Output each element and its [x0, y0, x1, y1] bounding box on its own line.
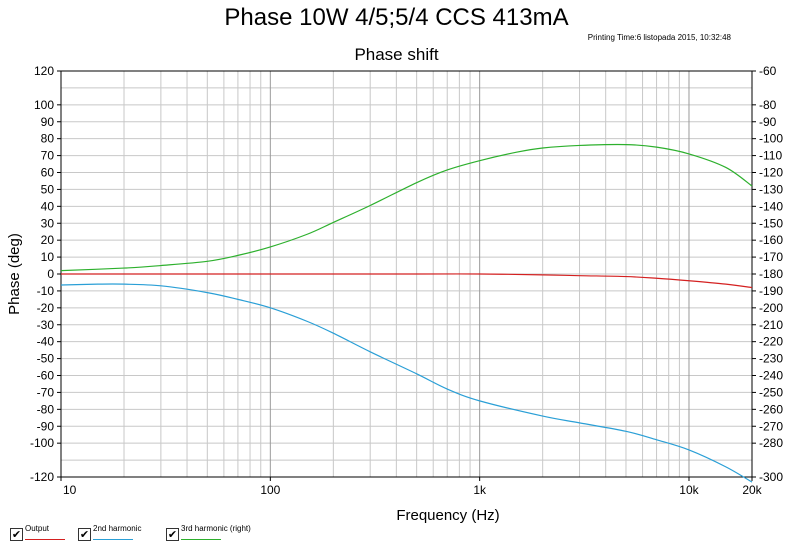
- right-tick-label: -120: [759, 166, 783, 180]
- right-tick-label: -250: [759, 385, 783, 399]
- checkbox-3rd-harmonic[interactable]: ✔: [166, 528, 179, 541]
- left-tick-label: 120: [34, 64, 54, 78]
- right-tick-label: -280: [759, 436, 783, 450]
- right-tick-label: -110: [759, 149, 782, 163]
- x-tick-label: 10k: [679, 483, 699, 497]
- printing-time: Printing Time:6 listopada 2015, 10:32:48: [587, 33, 731, 42]
- legend-swatch-3rd-harmonic: [181, 539, 221, 540]
- chart-title: Phase shift: [354, 45, 439, 64]
- right-tick-label: -230: [759, 352, 783, 366]
- right-tick-label: -180: [759, 267, 783, 281]
- left-tick-label: -30: [37, 318, 55, 332]
- right-tick-label: -270: [759, 419, 783, 433]
- series-layer: [60, 143, 753, 483]
- right-tick-label: -210: [759, 318, 783, 332]
- checkbox-output[interactable]: ✔: [10, 528, 23, 541]
- x-tick-label: 100: [260, 483, 280, 497]
- right-tick-label: -90: [759, 115, 777, 129]
- tick-labels: 1201009080706050403020100-10-20-30-40-50…: [30, 64, 783, 497]
- legend-swatch-output: [25, 539, 65, 540]
- x-axis-label: Frequency (Hz): [396, 507, 499, 524]
- left-tick-label: -80: [37, 402, 55, 416]
- left-tick-label: 70: [41, 149, 55, 163]
- left-tick-label: 60: [41, 166, 55, 180]
- left-tick-label: 100: [34, 98, 54, 112]
- left-tick-label: 0: [47, 267, 54, 281]
- left-tick-label: 90: [41, 115, 55, 129]
- legend-label-output: Output: [25, 524, 50, 533]
- y-axis-label: Phase (deg): [6, 233, 23, 315]
- right-tick-label: -150: [759, 216, 783, 230]
- legend-label-2nd-harmonic: 2nd harmonic: [93, 524, 142, 533]
- left-tick-label: -120: [30, 470, 54, 484]
- series-line-2nd-harmonic: [60, 283, 753, 483]
- x-tick-label: 10: [63, 483, 77, 497]
- right-tick-label: -60: [759, 64, 777, 78]
- left-tick-label: -10: [37, 284, 55, 298]
- right-tick-label: -260: [759, 402, 783, 416]
- left-tick-label: -100: [30, 436, 54, 450]
- left-tick-label: -90: [37, 419, 55, 433]
- right-tick-label: -130: [759, 182, 783, 196]
- left-tick-label: 20: [41, 233, 55, 247]
- right-tick-label: -240: [759, 369, 783, 383]
- left-tick-label: -40: [37, 335, 55, 349]
- left-tick-label: 30: [41, 216, 55, 230]
- legend-label-3rd-harmonic: 3rd harmonic (right): [181, 524, 251, 533]
- left-tick-label: 40: [41, 199, 55, 213]
- left-tick-label: -50: [37, 352, 55, 366]
- left-tick-label: 10: [41, 250, 55, 264]
- left-tick-label: -60: [37, 369, 55, 383]
- right-tick-label: -220: [759, 335, 783, 349]
- checkbox-2nd-harmonic[interactable]: ✔: [78, 528, 91, 541]
- left-tick-label: 80: [41, 132, 55, 146]
- legend-swatch-2nd-harmonic: [93, 539, 133, 540]
- right-tick-label: -200: [759, 301, 783, 315]
- right-tick-label: -300: [759, 470, 783, 484]
- right-tick-label: -190: [759, 284, 783, 298]
- left-tick-label: -20: [37, 301, 55, 315]
- left-tick-label: 50: [41, 182, 55, 196]
- right-tick-label: -160: [759, 233, 783, 247]
- series-line-3rd-harmonic-right: [60, 143, 753, 272]
- x-tick-label: 20k: [742, 483, 762, 497]
- left-tick-label: -70: [37, 385, 55, 399]
- right-tick-label: -170: [759, 250, 783, 264]
- x-tick-label: 1k: [473, 483, 487, 497]
- series-line-output: [60, 273, 753, 289]
- right-tick-label: -100: [759, 132, 783, 146]
- right-tick-label: -140: [759, 199, 783, 213]
- right-tick-label: -80: [759, 98, 777, 112]
- page-title: Phase 10W 4/5;5/4 CCS 413mA: [224, 4, 569, 31]
